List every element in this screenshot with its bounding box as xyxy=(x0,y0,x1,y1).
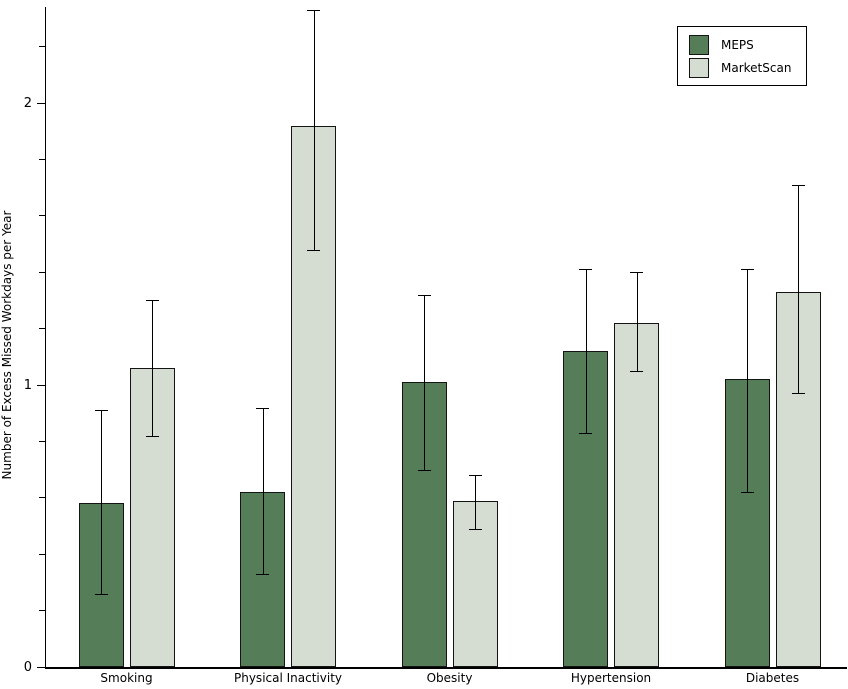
error-bar-meps-obesity xyxy=(424,294,425,470)
x-axis-label-physical-inactivity: Physical Inactivity xyxy=(233,671,343,685)
y-tick-label-0: 0 xyxy=(23,660,32,675)
error-bar-marketscan-physical-inactivity-cap-top xyxy=(307,9,320,11)
y-minor-tick-0.2 xyxy=(39,610,45,612)
error-bar-meps-hypertension xyxy=(585,269,587,433)
error-bar-marketscan-diabetes xyxy=(798,184,799,394)
x-axis-label-hypertension: Hypertension xyxy=(570,671,652,685)
error-bar-marketscan-obesity-cap-top xyxy=(468,475,482,477)
bar-meps-obesity xyxy=(401,382,447,667)
legend-row-marketscan: MarketScan xyxy=(689,57,806,78)
legend-row-meps: MEPS xyxy=(689,34,806,55)
y-tick-label-1: 1 xyxy=(23,378,32,393)
error-bar-meps-smoking-cap-bottom xyxy=(94,593,108,595)
error-bar-marketscan-hypertension-cap-bottom xyxy=(630,370,643,372)
error-bar-meps-hypertension-cap-bottom xyxy=(579,432,592,434)
x-axis-label-smoking: Smoking xyxy=(100,671,153,685)
y-axis-line xyxy=(44,7,46,669)
error-bar-marketscan-obesity xyxy=(475,475,476,529)
error-bar-marketscan-hypertension-cap-top xyxy=(630,272,643,274)
error-bar-marketscan-hypertension xyxy=(636,272,638,371)
y-major-tick-2 xyxy=(36,102,45,104)
bar-marketscan-hypertension xyxy=(614,322,659,667)
error-bar-meps-physical-inactivity xyxy=(262,407,264,574)
error-bar-marketscan-smoking xyxy=(152,300,153,436)
error-bar-meps-diabetes-cap-top xyxy=(740,269,754,271)
y-minor-tick-0.4 xyxy=(39,553,45,555)
y-minor-tick-1.4 xyxy=(39,271,45,273)
error-bar-marketscan-smoking-cap-top xyxy=(145,300,159,302)
y-axis-title: Number of Excess Missed Workdays per Yea… xyxy=(0,210,14,480)
error-bar-meps-smoking xyxy=(101,410,102,594)
error-bar-meps-physical-inactivity-cap-top xyxy=(256,407,269,409)
x-axis-line xyxy=(44,667,847,669)
x-axis-label-diabetes: Diabetes xyxy=(745,671,800,685)
error-bar-meps-obesity-cap-top xyxy=(417,294,431,296)
meps-swatch xyxy=(689,34,709,55)
y-minor-tick-1.2 xyxy=(39,328,45,330)
y-major-tick-1 xyxy=(36,384,45,386)
y-minor-tick-0.6 xyxy=(39,497,45,499)
marketscan-swatch xyxy=(689,57,709,78)
error-bar-meps-physical-inactivity-cap-bottom xyxy=(256,573,269,575)
x-axis-label-obesity: Obesity xyxy=(426,671,473,685)
error-bar-meps-obesity-cap-bottom xyxy=(417,469,431,471)
legend: MEPS MarketScan xyxy=(677,26,807,86)
error-bar-marketscan-diabetes-cap-bottom xyxy=(791,393,805,395)
error-bar-marketscan-smoking-cap-bottom xyxy=(145,435,159,437)
error-bar-marketscan-diabetes-cap-top xyxy=(791,184,805,186)
marketscan-legend-label: MarketScan xyxy=(721,60,792,75)
y-tick-label-2: 2 xyxy=(23,96,32,111)
y-minor-tick-2.2 xyxy=(39,46,45,48)
error-bar-meps-smoking-cap-top xyxy=(94,410,108,412)
error-bar-meps-diabetes xyxy=(747,269,748,493)
error-bar-meps-diabetes-cap-bottom xyxy=(740,492,754,494)
y-minor-tick-0.8 xyxy=(39,440,45,442)
meps-legend-label: MEPS xyxy=(721,37,754,52)
y-minor-tick-1.6 xyxy=(39,215,45,217)
y-major-tick-0 xyxy=(36,666,45,668)
error-bar-meps-hypertension-cap-top xyxy=(579,269,592,271)
error-bar-marketscan-physical-inactivity-cap-bottom xyxy=(307,249,320,251)
error-bar-marketscan-obesity-cap-bottom xyxy=(468,528,482,530)
error-bar-marketscan-physical-inactivity xyxy=(313,9,315,250)
y-minor-tick-1.8 xyxy=(39,158,45,160)
